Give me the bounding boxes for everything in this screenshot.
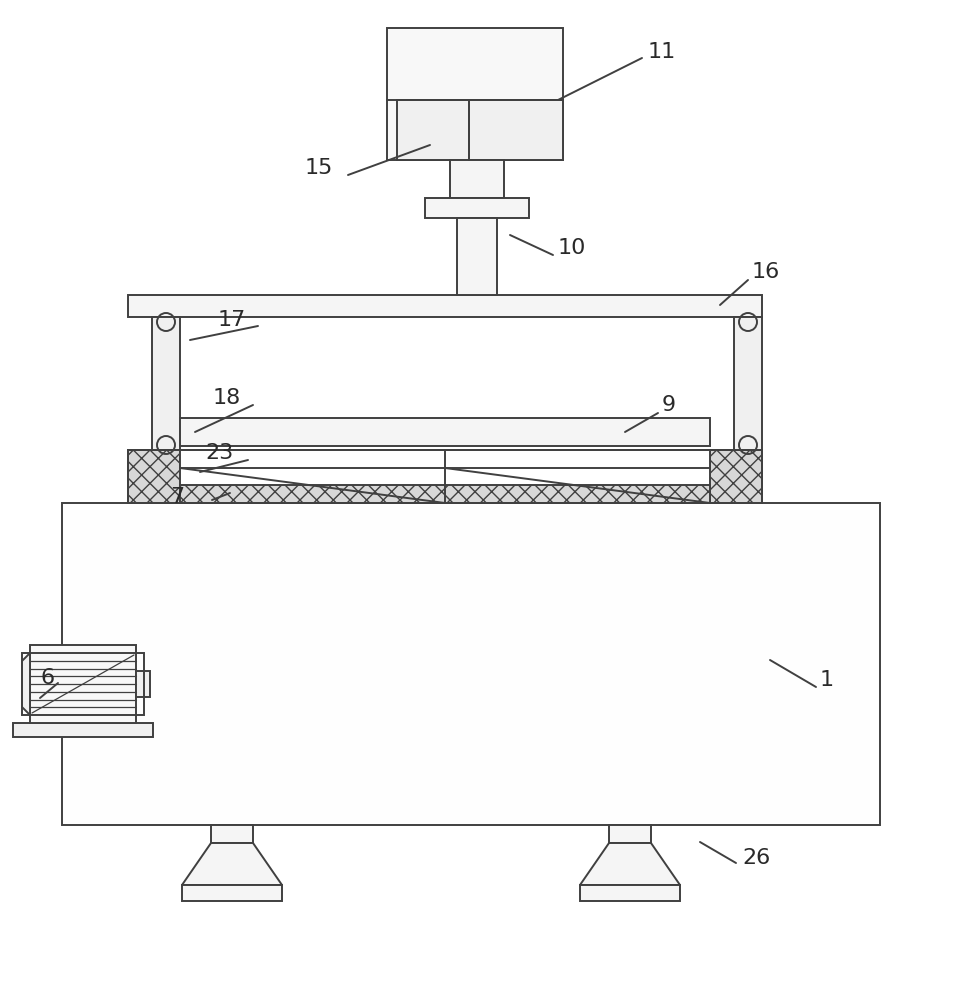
Bar (211, 825, 253, 843)
Bar (450, 160, 504, 198)
Bar (609, 825, 651, 843)
Bar (13, 723, 153, 737)
Bar (136, 671, 150, 697)
Text: 1: 1 (820, 670, 834, 690)
Bar (457, 218, 497, 295)
Text: 26: 26 (742, 848, 771, 868)
Bar (734, 317, 762, 450)
Polygon shape (182, 843, 282, 885)
Bar (128, 295, 762, 317)
Polygon shape (22, 653, 30, 715)
Text: 16: 16 (752, 262, 780, 282)
Text: 10: 10 (558, 238, 587, 258)
Bar (180, 450, 710, 468)
Bar (710, 450, 762, 503)
Text: 9: 9 (662, 395, 676, 415)
Text: 17: 17 (218, 310, 246, 330)
Text: 11: 11 (648, 42, 677, 62)
Bar (30, 645, 136, 723)
Text: 6: 6 (40, 668, 54, 688)
Text: 7: 7 (170, 487, 184, 507)
Bar (128, 450, 180, 503)
Bar (152, 317, 180, 450)
Bar (180, 418, 710, 446)
Polygon shape (580, 843, 680, 885)
Bar (180, 485, 710, 503)
Bar (425, 198, 529, 218)
Bar (22, 653, 144, 715)
Bar (397, 100, 469, 160)
Bar (62, 503, 880, 825)
Text: 18: 18 (213, 388, 241, 408)
Text: 15: 15 (305, 158, 333, 178)
Bar (580, 885, 680, 901)
Bar (182, 885, 282, 901)
Bar (469, 100, 563, 160)
Bar (387, 28, 563, 160)
Text: 23: 23 (205, 443, 233, 463)
